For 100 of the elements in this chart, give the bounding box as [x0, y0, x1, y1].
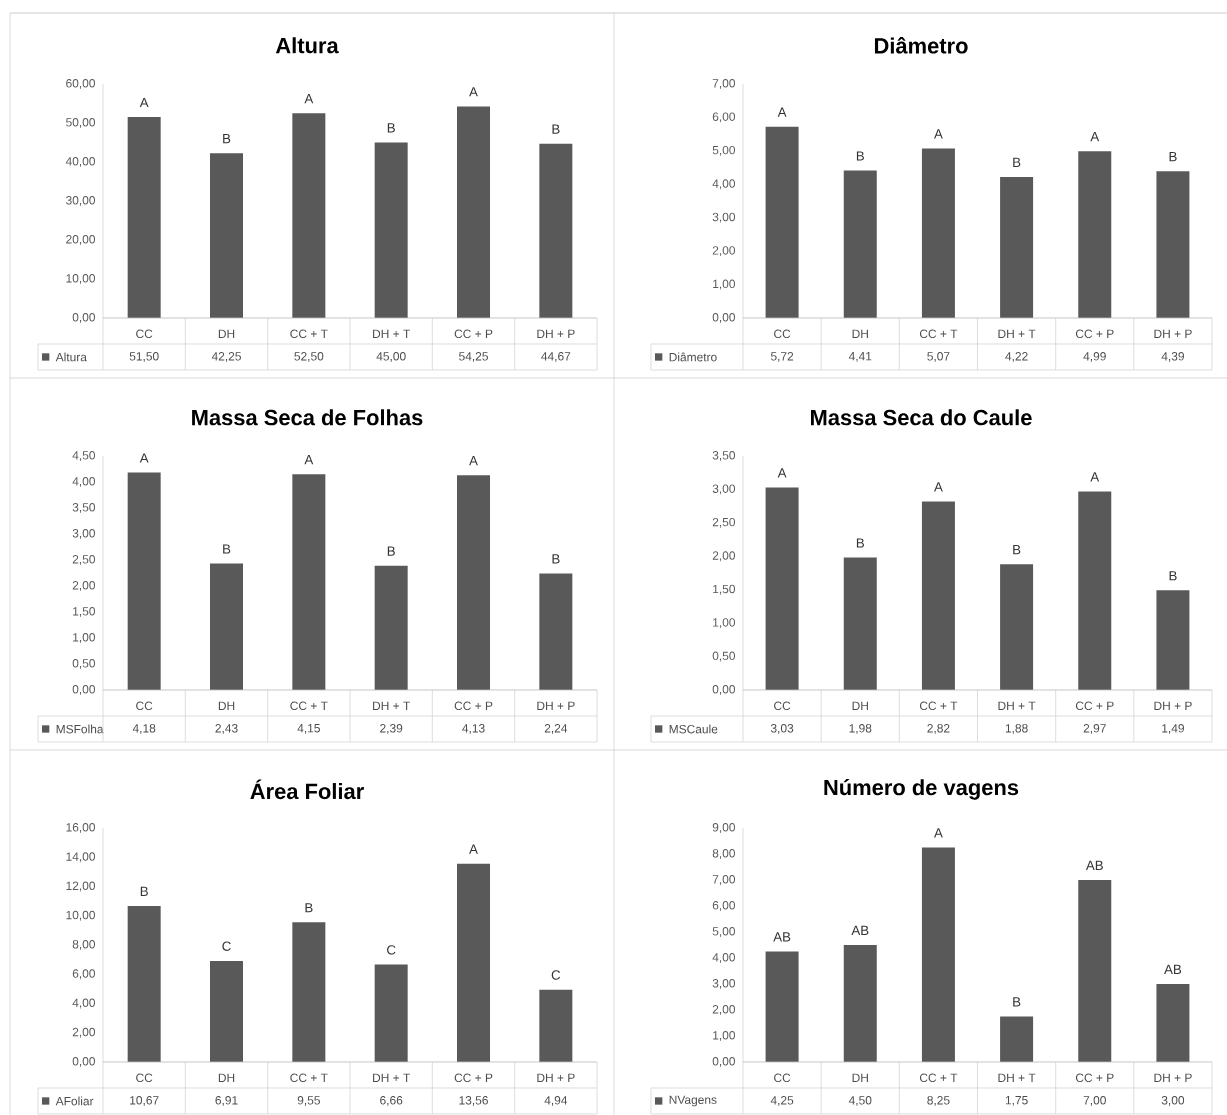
annotation: A [139, 453, 149, 463]
x-tick-label: CC + P [454, 329, 493, 339]
annotation: C [387, 945, 396, 955]
data-label: 2,43 [215, 724, 238, 734]
y-tick-label: 3,00 [712, 212, 736, 223]
bar [1000, 1016, 1034, 1062]
annotation: AB [1164, 964, 1182, 974]
bar [210, 563, 244, 690]
annotation: B [856, 151, 864, 161]
annotation: A [139, 97, 149, 108]
annotation: B [223, 544, 231, 554]
x-tick-label: CC + P [1075, 1073, 1114, 1083]
bar [921, 847, 955, 1062]
y-tick-label: 40,00 [65, 157, 96, 167]
y-tick-label: 0,50 [72, 659, 96, 669]
x-tick-label: DH + T [373, 329, 410, 338]
data-label: 45,00 [376, 352, 406, 362]
bar [457, 863, 491, 1062]
legend-label: NVagens [669, 1095, 717, 1107]
data-label: 13,56 [459, 1096, 488, 1106]
annotation: B [305, 903, 313, 913]
data-label: 4,41 [848, 352, 872, 362]
annotation: C [222, 941, 231, 951]
y-tick-label: 0,00 [72, 1057, 96, 1067]
y-tick-label: 4,00 [72, 998, 96, 1009]
bar [457, 106, 491, 318]
bar [921, 148, 955, 318]
y-tick-label: 0,00 [72, 313, 96, 323]
annotation: A [304, 455, 314, 465]
y-tick-label: 5,00 [712, 145, 736, 156]
x-tick-label: DH + T [373, 701, 410, 710]
y-tick-label: 7,00 [712, 79, 736, 89]
data-label: 4,18 [132, 724, 156, 734]
y-tick-label: 6,00 [712, 901, 736, 911]
x-tick-label: DH + T [998, 1073, 1036, 1082]
data-label: 4,94 [544, 1096, 568, 1106]
x-tick-label: DH [852, 701, 868, 710]
bar [127, 905, 161, 1062]
annotation: A [1090, 132, 1100, 142]
bar [374, 142, 408, 318]
annotation: B [1013, 545, 1021, 555]
x-tick-label: CC + T [290, 701, 328, 711]
x-tick-label: DH + P [1154, 1073, 1192, 1082]
x-tick-label: DH + P [537, 1073, 575, 1082]
annotation: B [1169, 571, 1177, 581]
y-tick-label: 1,00 [713, 1031, 736, 1041]
y-tick-label: 50,00 [66, 118, 96, 128]
y-tick-label: 3,50 [72, 503, 96, 513]
y-tick-label: 3,50 [712, 451, 736, 461]
data-label: 4,99 [1083, 352, 1106, 362]
y-tick-label: 2,50 [72, 555, 96, 565]
y-tick-label: 6,00 [712, 112, 736, 123]
bar [921, 501, 955, 690]
data-label: 4,22 [1005, 352, 1028, 362]
x-tick-label: CC + T [919, 701, 958, 711]
data-label: 42,25 [211, 352, 241, 362]
bar [843, 944, 877, 1062]
data-label: 51,50 [129, 352, 159, 362]
y-tick-label: 3,00 [72, 529, 96, 539]
data-label: 5,07 [927, 352, 950, 362]
legend-label: MSCaule [669, 724, 718, 734]
legend-label: Altura [55, 352, 87, 362]
bar [210, 153, 244, 318]
y-tick-label: 12,00 [66, 881, 96, 892]
y-tick-label: 0,00 [712, 685, 736, 695]
data-label: 2,97 [1083, 724, 1106, 734]
y-tick-label: 2,00 [712, 1005, 736, 1015]
data-label: 8,25 [927, 1096, 950, 1106]
y-tick-label: 1,00 [73, 633, 96, 643]
bar [765, 126, 799, 318]
bar [1156, 983, 1190, 1062]
bar [539, 573, 573, 690]
y-tick-label: 30,00 [66, 196, 96, 206]
annotation: A [304, 94, 314, 104]
x-tick-label: CC [774, 329, 791, 339]
bar [765, 487, 799, 690]
y-tick-label: 10,00 [66, 910, 96, 921]
x-tick-label: CC [774, 701, 791, 711]
x-tick-label: DH + P [537, 329, 575, 338]
y-tick-label: 2,00 [712, 246, 736, 257]
annotation: A [469, 456, 478, 466]
x-tick-label: CC + T [919, 329, 958, 339]
bar [1078, 491, 1112, 690]
x-tick-label: CC [774, 1073, 791, 1083]
x-tick-label: DH [852, 1073, 868, 1082]
data-label: 4,39 [1161, 352, 1184, 362]
x-tick-label: CC [136, 1073, 153, 1083]
data-label: 2,24 [544, 724, 568, 734]
y-tick-label: 9,00 [712, 823, 736, 833]
y-tick-label: 2,50 [712, 517, 736, 528]
y-tick-label: 0,00 [712, 313, 736, 323]
bar [374, 964, 408, 1062]
legend-label: MSFolha [56, 724, 104, 734]
y-tick-label: 4,50 [72, 451, 96, 461]
y-tick-label: 0,00 [712, 1057, 736, 1067]
data-label: 4,50 [848, 1096, 872, 1106]
y-tick-label: 4,00 [712, 179, 736, 190]
x-tick-label: DH + T [998, 701, 1036, 710]
data-label: 4,15 [297, 724, 320, 734]
chart-title: Massa Seca do Caule [811, 409, 1032, 426]
